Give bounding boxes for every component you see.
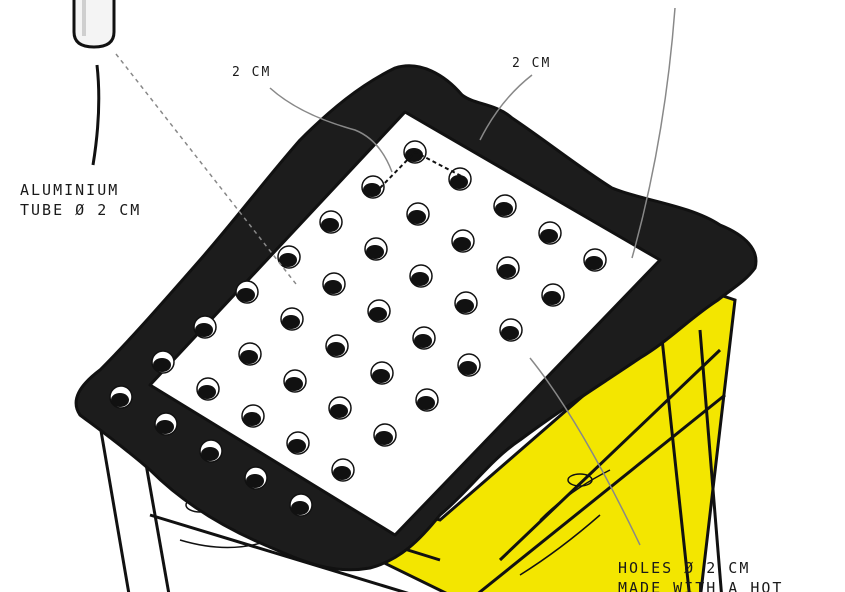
board-hole bbox=[331, 458, 355, 482]
board-hole bbox=[415, 388, 439, 412]
tube-label-line1: ALUMINIUM bbox=[20, 181, 120, 199]
holes-label-line1: HOLES ø 2 CM bbox=[618, 559, 751, 577]
tube-label-line2: TUBE ø 2 CM bbox=[20, 201, 142, 219]
board-hole bbox=[277, 245, 301, 269]
board-hole bbox=[328, 396, 352, 420]
board-hole bbox=[406, 202, 430, 226]
board-hole bbox=[361, 175, 385, 199]
board-hole bbox=[364, 237, 388, 261]
board-hole bbox=[196, 377, 220, 401]
holes-label: HOLES ø 2 CM MADE WITH A HOT bbox=[618, 558, 783, 592]
board-hole bbox=[241, 404, 265, 428]
board-hole bbox=[370, 361, 394, 385]
board-hole bbox=[541, 283, 565, 307]
board-hole bbox=[325, 334, 349, 358]
board-hole bbox=[199, 439, 223, 463]
board-hole bbox=[319, 210, 343, 234]
board-hole bbox=[451, 229, 475, 253]
board-hole bbox=[493, 194, 517, 218]
board-hole bbox=[499, 318, 523, 342]
board-hole bbox=[457, 353, 481, 377]
leader-lines bbox=[91, 7, 676, 546]
dimension-label-left: 2 CM bbox=[232, 65, 272, 80]
board-hole bbox=[454, 291, 478, 315]
dimension-label-right: 2 CM bbox=[512, 56, 552, 71]
board-hole bbox=[151, 350, 175, 374]
board-hole bbox=[238, 342, 262, 366]
board-hole bbox=[289, 493, 313, 517]
board-hole bbox=[244, 466, 268, 490]
perforated-board bbox=[148, 110, 662, 537]
board-hole bbox=[409, 264, 433, 288]
board-hole bbox=[412, 326, 436, 350]
board-hole bbox=[496, 256, 520, 280]
holes-label-line2: MADE WITH A HOT bbox=[618, 579, 784, 592]
aluminium-tube-label: ALUMINIUM TUBE ø 2 CM bbox=[20, 180, 141, 220]
board-hole bbox=[322, 272, 346, 296]
board-hole bbox=[193, 315, 217, 339]
board-hole bbox=[283, 369, 307, 393]
board-hole bbox=[235, 280, 259, 304]
board-hole bbox=[109, 385, 133, 409]
board-hole bbox=[583, 248, 607, 272]
board-hole bbox=[448, 167, 472, 191]
board-hole bbox=[373, 423, 397, 447]
board-hole bbox=[403, 140, 427, 164]
board-hole bbox=[538, 221, 562, 245]
board-hole bbox=[154, 412, 178, 436]
board-holes bbox=[109, 140, 607, 517]
board-hole bbox=[286, 431, 310, 455]
board-hole bbox=[367, 299, 391, 323]
aluminium-tube-icon bbox=[72, 0, 116, 49]
board-hole bbox=[280, 307, 304, 331]
